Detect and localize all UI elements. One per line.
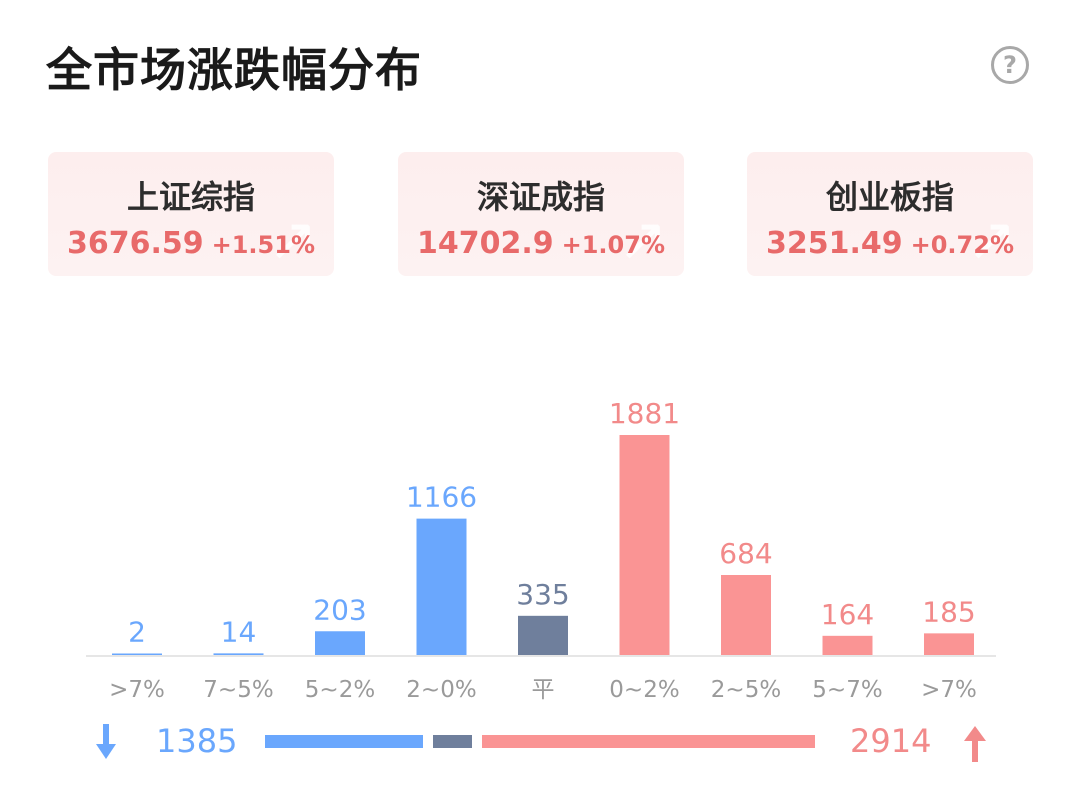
index-price: 3251.49 bbox=[765, 226, 903, 261]
decorative-arrow-icon: ↗ bbox=[966, 205, 1017, 275]
page-title: 全市场涨跌幅分布 bbox=[46, 43, 422, 97]
category-label-8: >7% bbox=[921, 677, 977, 703]
bar-0 bbox=[112, 653, 162, 655]
bar-value-label-8: 185 bbox=[922, 595, 975, 628]
bar-value-label-2: 203 bbox=[313, 593, 366, 626]
decorative-arrow-icon: ↗ bbox=[617, 205, 668, 275]
down-summary-bar bbox=[265, 735, 424, 748]
bar-2 bbox=[315, 631, 365, 655]
index-card-shanghai[interactable]: ↗ 上证综指 3676.59 +1.51% bbox=[48, 152, 334, 276]
category-label-0: >7% bbox=[109, 677, 165, 703]
bar-6 bbox=[721, 575, 771, 655]
index-change: +1.51% bbox=[211, 231, 315, 259]
flat-summary-bar bbox=[433, 735, 472, 748]
help-glyph: ? bbox=[1003, 51, 1017, 79]
category-label-5: 0~2% bbox=[609, 677, 679, 703]
category-label-2: 5~2% bbox=[305, 677, 375, 703]
down-count: 1385 bbox=[156, 722, 238, 760]
index-name: 创业板指 bbox=[825, 178, 954, 216]
bar-3 bbox=[416, 518, 467, 655]
bar-1 bbox=[213, 653, 264, 655]
category-label-7: 5~7% bbox=[812, 677, 882, 703]
index-change: +1.07% bbox=[561, 231, 665, 259]
index-price: 14702.9 bbox=[416, 226, 554, 261]
index-price: 3676.59 bbox=[66, 226, 204, 261]
index-card-chinext[interactable]: ↗ 创业板指 3251.49 +0.72% bbox=[747, 152, 1033, 276]
arrow-up-icon bbox=[964, 726, 986, 762]
up-summary-bar bbox=[481, 735, 815, 748]
index-name: 深证成指 bbox=[476, 178, 605, 216]
category-label-1: 7~5% bbox=[203, 677, 273, 703]
index-name: 上证综指 bbox=[126, 178, 255, 216]
bar-value-label-3: 1166 bbox=[406, 481, 477, 514]
distribution-bar-chart: 2 >7% 14 7~5% 203 5~2% 1166 2~0% 335 平 1881 0~2% 684… bbox=[86, 397, 996, 703]
bar-value-label-6: 684 bbox=[719, 537, 772, 570]
bar-value-label-7: 164 bbox=[821, 598, 874, 631]
index-card-shenzhen[interactable]: ↗ 深证成指 14702.9 +1.07% bbox=[398, 152, 684, 276]
question-circle-icon[interactable]: ? bbox=[991, 46, 1029, 84]
bar-5 bbox=[619, 435, 670, 655]
bar-value-label-5: 1881 bbox=[609, 397, 680, 430]
bar-value-label-4: 335 bbox=[516, 578, 569, 611]
category-label-6: 2~5% bbox=[711, 677, 781, 703]
bar-value-label-0: 2 bbox=[128, 616, 146, 649]
category-label-4: 平 bbox=[532, 677, 555, 703]
decorative-arrow-icon: ↗ bbox=[267, 205, 318, 275]
bar-8 bbox=[924, 633, 974, 655]
index-change: +0.72% bbox=[910, 231, 1014, 259]
arrow-down-icon bbox=[96, 724, 116, 759]
bar-value-label-1: 14 bbox=[221, 615, 257, 648]
bar-4 bbox=[518, 615, 568, 655]
category-label-3: 2~0% bbox=[406, 677, 476, 703]
up-count: 2914 bbox=[850, 722, 932, 760]
bar-7 bbox=[822, 635, 873, 655]
